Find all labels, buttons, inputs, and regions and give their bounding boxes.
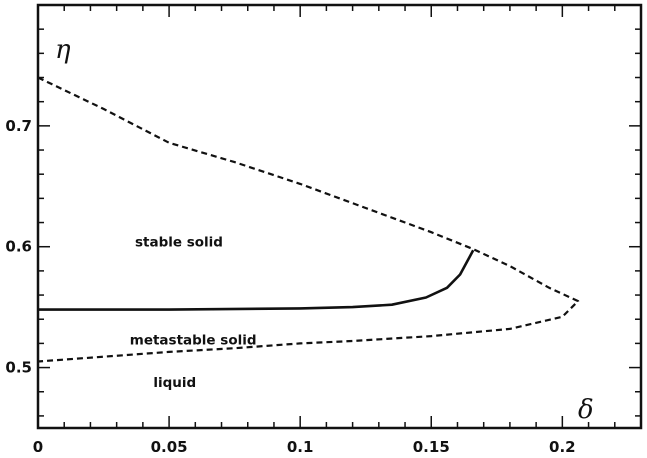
region-annotations: stable solid metastable solid liquid xyxy=(130,235,257,391)
x-axis-label: δ xyxy=(578,395,594,425)
region-label: stable solid xyxy=(135,235,223,251)
tick-labels: 0 0.05 0.1 0.15 0.2 0.5 0.6 0.7 xyxy=(5,117,575,456)
data-lines xyxy=(37,76,580,363)
dashed-boundary-line xyxy=(37,76,580,363)
x-tick-label: 0.15 xyxy=(413,438,450,456)
y-tick-label: 0.6 xyxy=(5,238,32,256)
region-label: liquid xyxy=(153,375,196,391)
x-tick-label: 0 xyxy=(33,438,43,456)
y-tick-label: 0.5 xyxy=(5,359,32,377)
region-label: metastable solid xyxy=(130,333,257,349)
x-tick-label: 0.2 xyxy=(549,438,576,456)
x-tick-label: 0.05 xyxy=(151,438,188,456)
axis-ticks xyxy=(37,4,642,428)
y-tick-label: 0.7 xyxy=(5,117,32,135)
x-tick-label: 0.1 xyxy=(287,438,314,456)
solid-boundary-line xyxy=(38,249,475,311)
y-axis-label: η xyxy=(55,35,71,65)
plot-frame xyxy=(36,3,643,430)
